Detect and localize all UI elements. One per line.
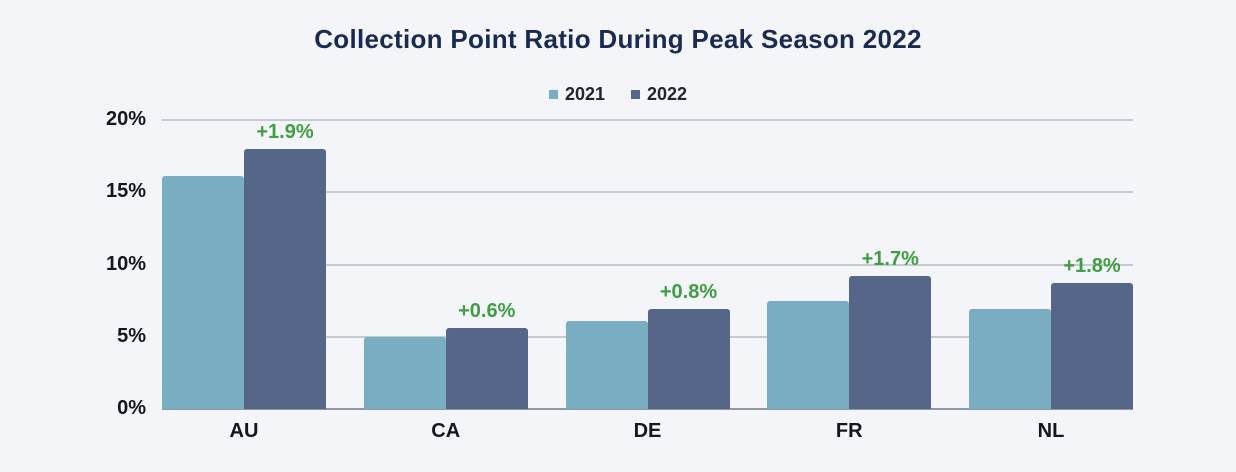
legend-item-2021: 2021 bbox=[548, 84, 605, 105]
bar-2022-FR bbox=[849, 276, 932, 409]
bar-2022-DE bbox=[647, 309, 730, 409]
xtick-label-FR: FR bbox=[835, 420, 863, 442]
bar-2021-FR bbox=[767, 300, 850, 409]
xtick-label-CA: CA bbox=[431, 420, 461, 442]
gridline-20 bbox=[162, 119, 1133, 121]
annotation-AU: +1.9% bbox=[256, 120, 314, 143]
gridline-15 bbox=[162, 191, 1133, 194]
bar-2021-DE bbox=[565, 320, 648, 409]
bar-2021-AU bbox=[162, 176, 244, 409]
bar-2022-AU bbox=[244, 148, 326, 409]
legend: 2021 2022 bbox=[0, 84, 1236, 105]
ytick-label-0: 0% bbox=[117, 397, 146, 419]
xtick-label-AU: AU bbox=[229, 420, 259, 442]
ytick-label-5: 5% bbox=[117, 324, 146, 347]
bar-2021-NL bbox=[969, 309, 1051, 409]
legend-item-2022: 2022 bbox=[631, 84, 687, 105]
gridline-0 bbox=[162, 408, 1133, 410]
xtick-label-DE: DE bbox=[633, 420, 662, 442]
ytick-label-20: 20% bbox=[105, 108, 146, 130]
ytick-label-10: 10% bbox=[105, 252, 146, 275]
annotation-FR: +1.7% bbox=[861, 248, 919, 271]
chart-title: Collection Point Ratio During Peak Seaso… bbox=[314, 24, 922, 54]
xtick-label-NL: NL bbox=[1037, 420, 1065, 442]
legend-swatch-2022 bbox=[631, 90, 640, 99]
bar-2022-NL bbox=[1051, 283, 1133, 409]
ytick-label-15: 15% bbox=[105, 180, 146, 203]
legend-label-2022: 2022 bbox=[647, 84, 688, 104]
legend-label-2021: 2021 bbox=[564, 84, 605, 104]
plot-area: 0% 5% 10% 15% 20% +1.9% AU +0.6% CA +0.8% DE +1.7% F… bbox=[106, 108, 1133, 442]
annotation-DE: +0.8% bbox=[659, 281, 718, 304]
bar-2021-CA bbox=[363, 336, 446, 409]
bar-2022-CA bbox=[445, 328, 528, 409]
annotation-CA: +0.6% bbox=[458, 300, 516, 323]
annotation-NL: +1.8% bbox=[1063, 255, 1121, 278]
legend-swatch-2021 bbox=[548, 90, 558, 99]
gridline-10 bbox=[162, 263, 1133, 266]
